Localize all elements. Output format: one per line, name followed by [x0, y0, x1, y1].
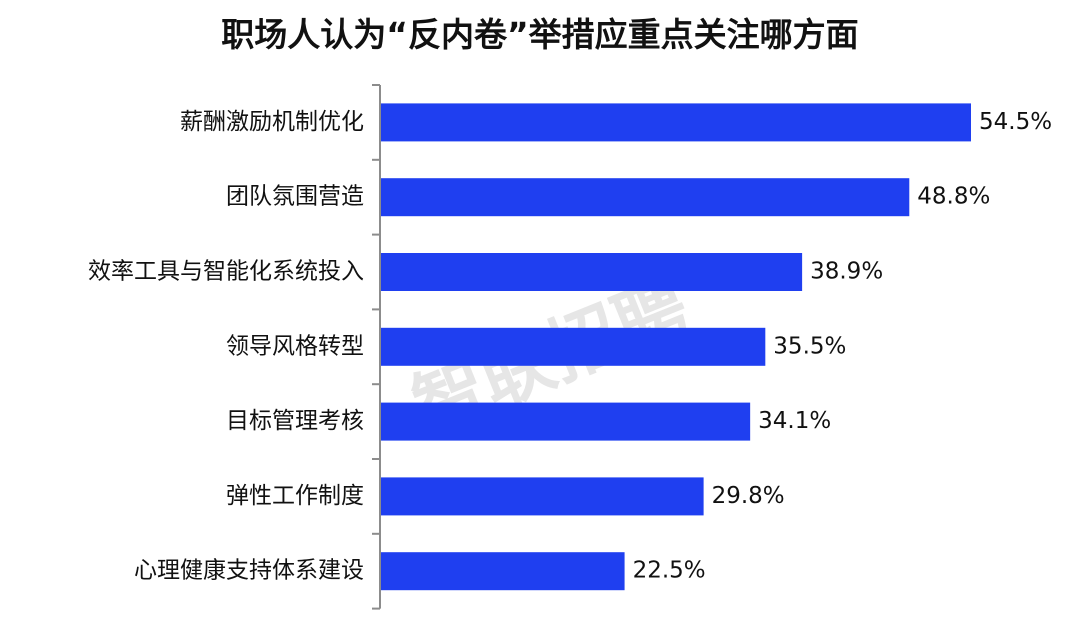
value-label: 22.5%: [633, 558, 706, 584]
bar: [381, 253, 803, 291]
value-label: 38.9%: [810, 259, 883, 285]
value-label: 54.5%: [979, 109, 1052, 135]
value-label: 35.5%: [773, 333, 846, 359]
category-label: 效率工具与智能化系统投入: [88, 259, 364, 285]
value-label: 29.8%: [712, 483, 785, 509]
category-label: 目标管理考核: [226, 408, 364, 434]
bar: [381, 552, 625, 591]
bar: [381, 477, 704, 516]
bar: [381, 103, 971, 142]
bar: [381, 327, 766, 366]
value-label: 34.1%: [758, 408, 831, 434]
y-axis: [372, 84, 381, 610]
category-label: 弹性工作制度: [226, 483, 364, 509]
category-label: 薪酬激励机制优化: [180, 109, 364, 135]
category-label: 领导风格转型: [226, 333, 364, 359]
bar: [381, 402, 751, 441]
bars: [381, 103, 971, 591]
labels: 薪酬激励机制优化 54.5% 团队氛围营造 48.8% 效率工具与智能化系统投入 38.9…: [88, 109, 1052, 584]
category-label: 团队氛围营造: [226, 184, 364, 210]
category-label: 心理健康支持体系建设: [134, 558, 364, 584]
chart-title: 职场人认为“反内卷”举措应重点关注哪方面: [221, 15, 858, 54]
value-label: 48.8%: [917, 184, 990, 210]
bar: [381, 178, 910, 217]
